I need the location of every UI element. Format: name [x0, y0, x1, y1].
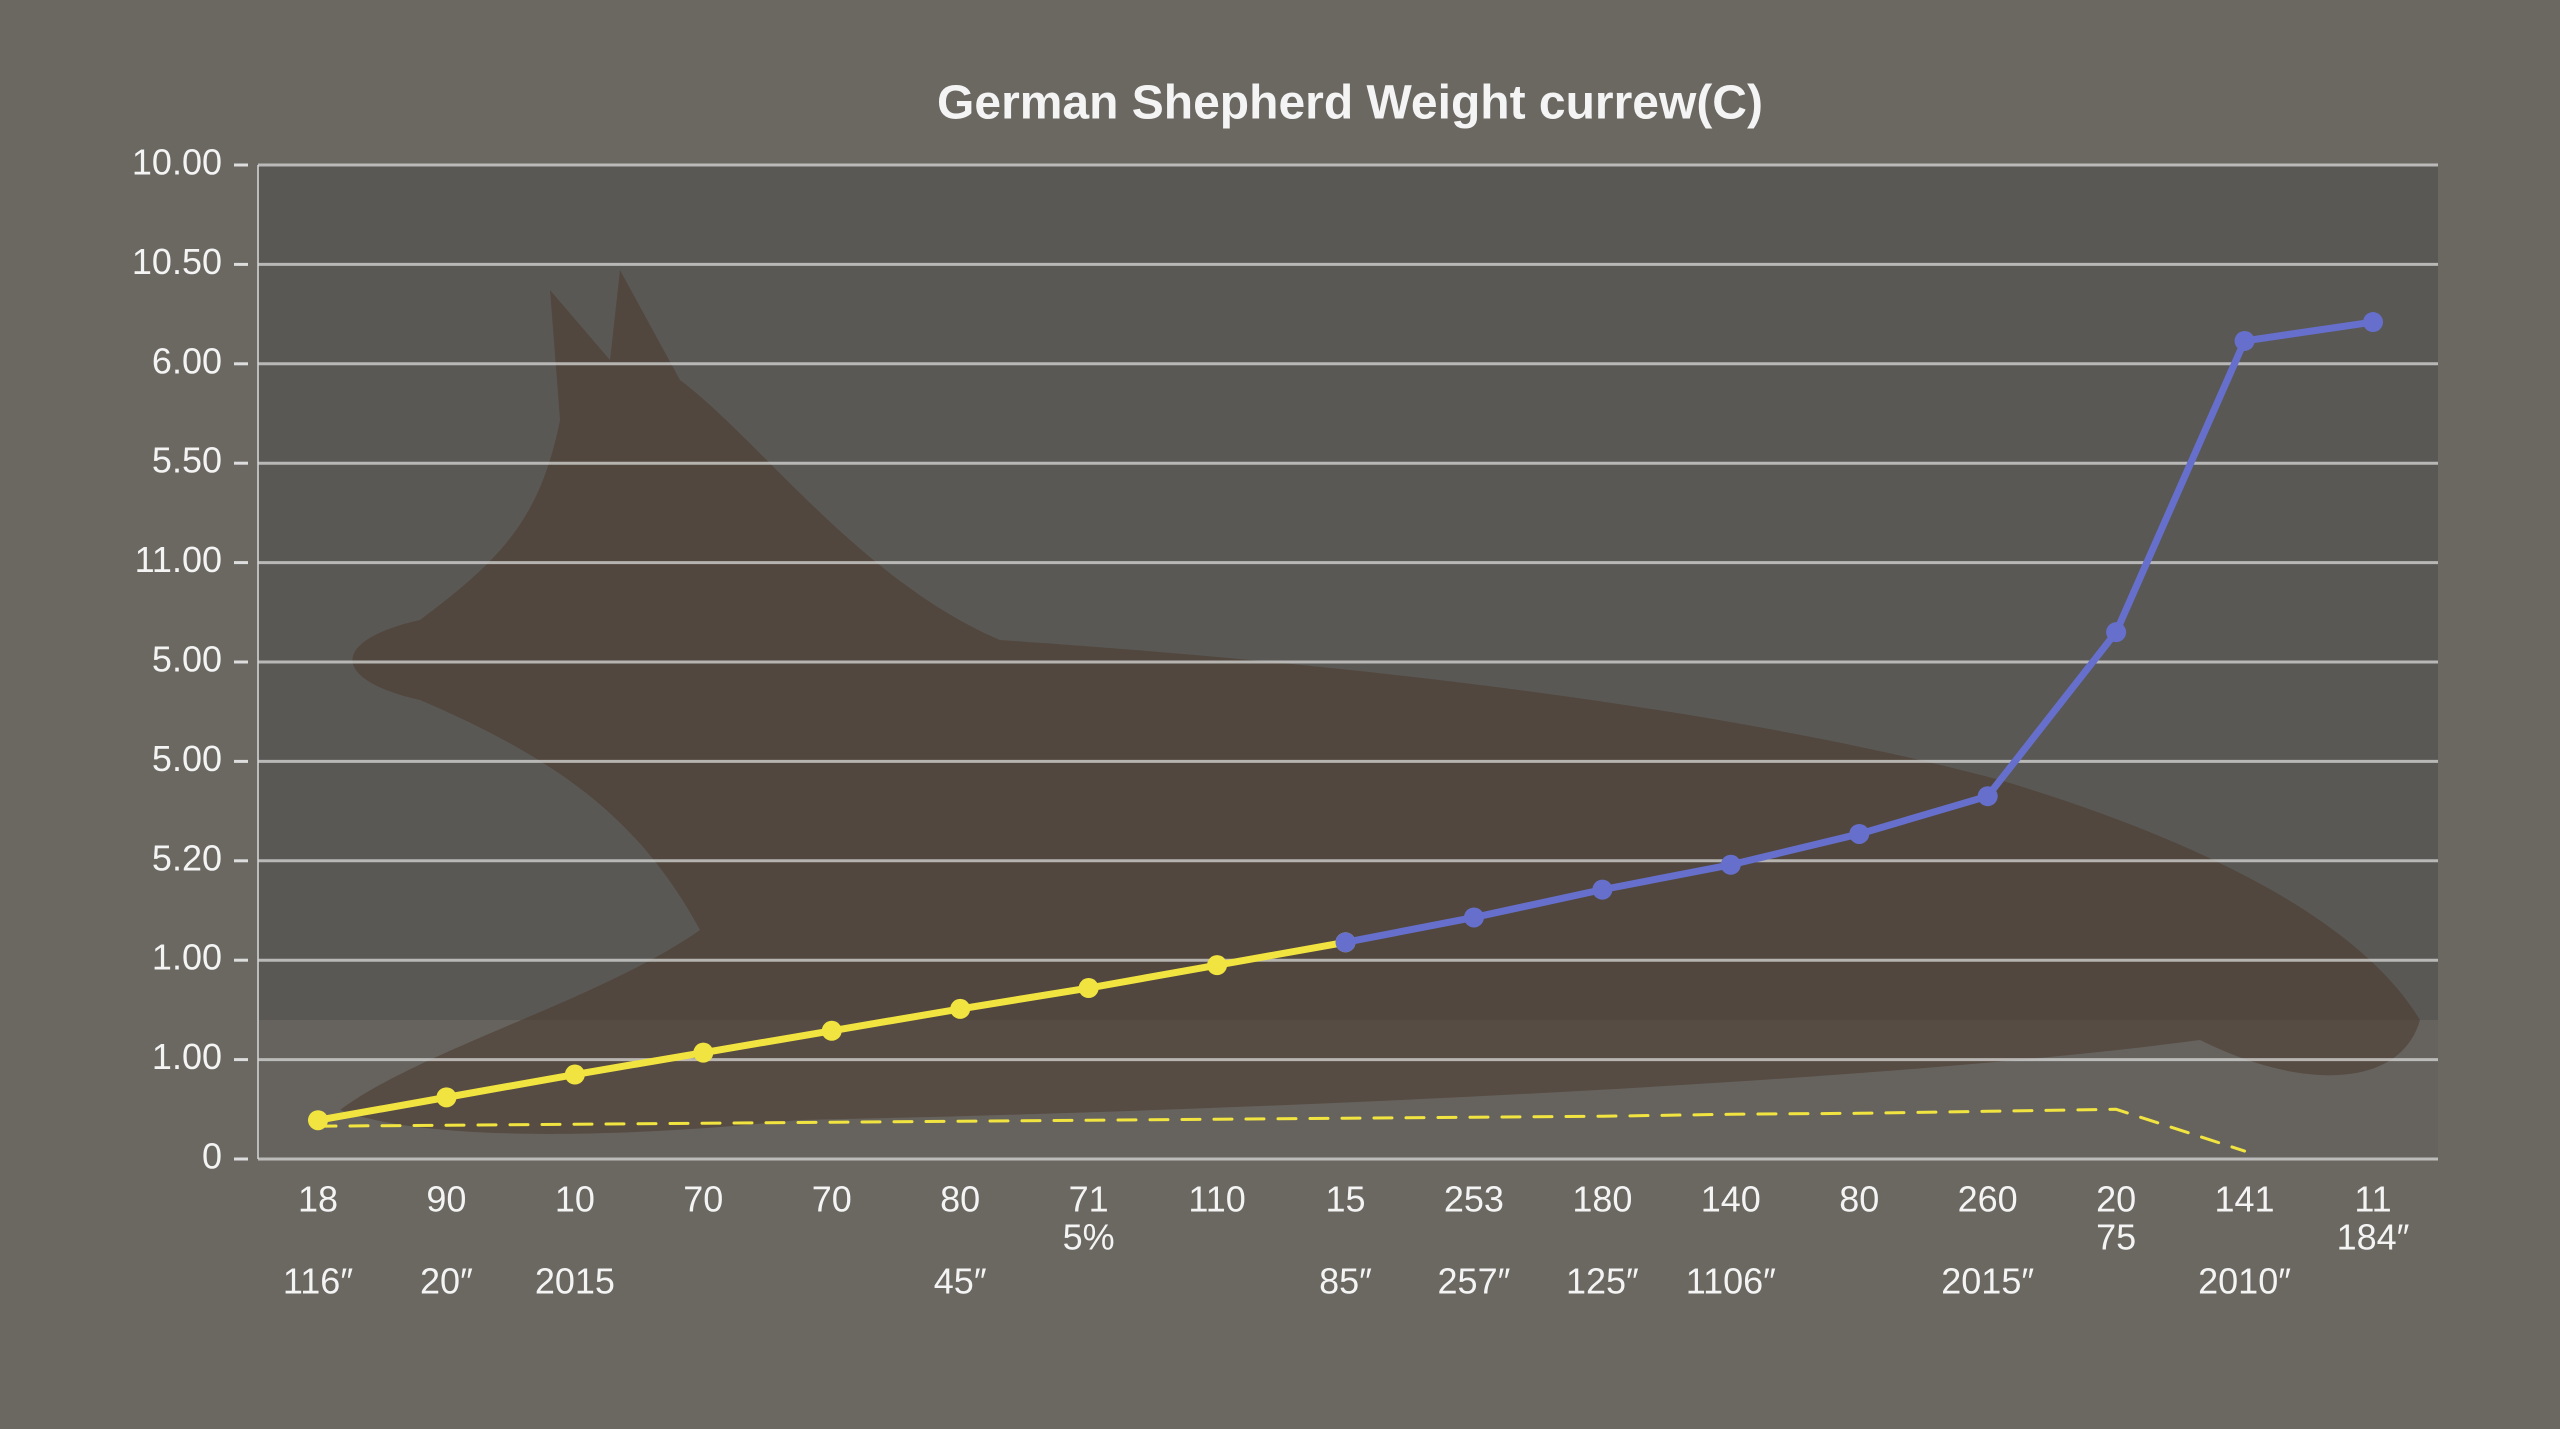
dog-silhouette	[340, 270, 2420, 1134]
x-tick-label: 180	[1572, 1179, 1632, 1220]
point	[1207, 955, 1228, 976]
x-tick-sublabel: 2010″	[2198, 1261, 2291, 1302]
x-tick-label: 70	[812, 1179, 852, 1220]
y-tick-label: 5.20	[152, 837, 222, 878]
x-tick-sublabel: 2015″	[1941, 1261, 2034, 1302]
x-tick-label: 71	[1069, 1179, 1109, 1220]
y-tick-label: 0	[202, 1136, 222, 1177]
point	[564, 1064, 585, 1085]
x-tick-label: 11	[2354, 1179, 2391, 1220]
point	[2363, 312, 2383, 333]
point	[1977, 786, 1998, 807]
point	[1720, 854, 1741, 875]
x-tick-label: 260	[1958, 1179, 2018, 1220]
x-tick-label: 10	[555, 1179, 595, 1220]
chart-title: German Shepherd Weight currew(C)	[937, 77, 1763, 130]
point	[1592, 879, 1613, 900]
x-tick-label: 80	[1839, 1179, 1879, 1220]
y-tick-label: 10.50	[132, 241, 222, 282]
x-tick-sublabel: 184″	[2337, 1217, 2410, 1258]
baseline-line	[316, 1107, 2247, 1153]
x-tick-label: 90	[426, 1179, 466, 1220]
x-tick-sublabel: 45″	[934, 1261, 987, 1302]
point	[950, 998, 971, 1019]
y-tick-label: 5.00	[152, 639, 222, 680]
x-tick-label: 80	[940, 1179, 980, 1220]
y-tick-label: 1.00	[152, 937, 222, 978]
x-tick-sublabel: 116″	[283, 1261, 353, 1302]
point	[436, 1087, 457, 1108]
x-tick-sublabel: 1106″	[1686, 1261, 1776, 1302]
point	[693, 1042, 714, 1063]
y-tick-label: 10.00	[132, 142, 222, 183]
x-tick-label: 18	[298, 1179, 338, 1220]
x-tick-sublabel: 125″	[1566, 1261, 1639, 1302]
y-tick-label: 1.00	[152, 1036, 222, 1077]
x-tick-label: 253	[1444, 1179, 1504, 1220]
point	[1335, 932, 1356, 953]
point	[1463, 907, 1484, 928]
x-tick-label: 70	[683, 1179, 723, 1220]
x-tick-sublabel: 2015	[535, 1261, 615, 1302]
x-tick-sublabel: 5%	[1063, 1217, 1115, 1258]
x-tick-label: 140	[1701, 1179, 1761, 1220]
x-tick-label: 141	[2215, 1179, 2275, 1220]
x-tick-sublabel: 75	[2096, 1217, 2136, 1258]
point	[1078, 978, 1099, 999]
x-tick-label: 20	[2096, 1179, 2136, 1220]
x-tick-label: 15	[1325, 1179, 1365, 1220]
x-tick-sublabel: 257″	[1438, 1261, 1511, 1302]
x-tick-sublabel: 20″	[420, 1261, 473, 1302]
point	[2106, 622, 2127, 643]
y-tick-label: 5.50	[152, 440, 222, 481]
point	[821, 1020, 842, 1041]
y-tick-label: 6.00	[152, 340, 222, 381]
x-tick-sublabel: 85″	[1319, 1261, 1372, 1302]
y-tick-label: 11.00	[135, 539, 222, 580]
y-tick-label: 5.00	[152, 738, 222, 779]
point	[2234, 330, 2255, 351]
x-tick-label: 110	[1188, 1179, 1245, 1220]
point	[1849, 823, 1870, 844]
